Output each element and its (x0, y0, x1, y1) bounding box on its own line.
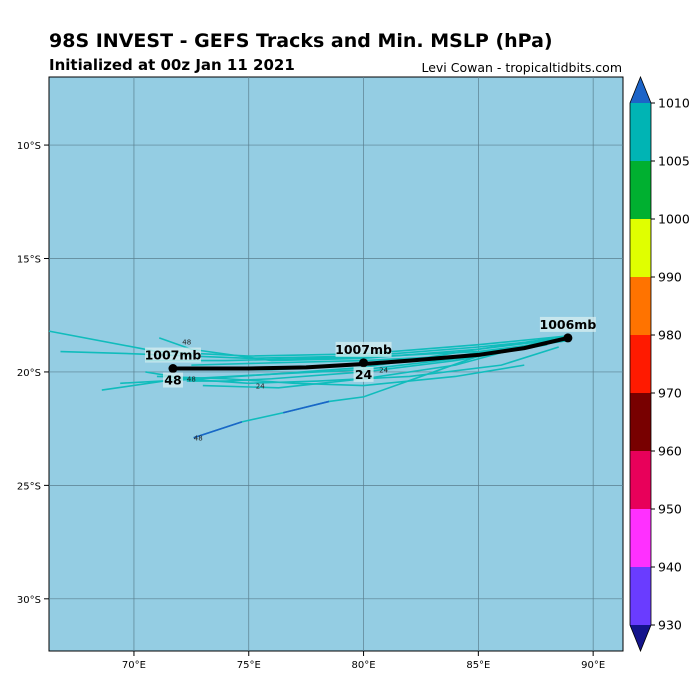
label-box (539, 316, 596, 332)
member-track-low (283, 400, 330, 414)
colorbar-tick-label: 980 (658, 328, 682, 343)
member-track (329, 355, 479, 403)
colorbar-tick-label: 970 (658, 386, 682, 401)
x-tick-label: 75°E (237, 660, 261, 671)
member-track (60, 337, 571, 360)
x-tick-label: 80°E (352, 660, 376, 671)
chart-subtitle: Initialized at 00z Jan 11 2021 (49, 56, 295, 74)
x-tick-label: 70°E (122, 660, 146, 671)
y-tick-label: 20°S (17, 368, 41, 379)
colorbar-band (630, 103, 651, 161)
hour-label: 48 (194, 435, 203, 443)
colorbar-under-triangle (630, 625, 651, 651)
hour-label: 24 (379, 367, 388, 375)
pressure-label: 1007mb (335, 342, 392, 357)
ensemble-mean-track (172, 335, 569, 371)
x-tick-label: 85°E (466, 660, 490, 671)
colorbar-band (630, 567, 651, 625)
hour-label: 24 (256, 383, 265, 391)
forecast-hour-label: 48 (164, 373, 181, 388)
colorbar-band (630, 335, 651, 393)
hour-label: 48 (187, 376, 196, 384)
y-tick-label: 30°S (17, 595, 41, 606)
label-box (162, 372, 183, 388)
colorbar-band (630, 161, 651, 219)
member-track-low (193, 421, 243, 439)
colorbar-band (630, 393, 651, 451)
mean-point (168, 364, 178, 374)
y-tick-label: 10°S (17, 141, 41, 152)
x-tick-label: 90°E (581, 660, 605, 671)
colorbar-band (630, 277, 651, 335)
colorbar-tick-label: 990 (658, 270, 682, 285)
forecast-hour-label: 24 (355, 367, 373, 382)
mean-point (563, 333, 573, 343)
colorbar-tick-label: 1000 (658, 212, 690, 227)
label-box (144, 347, 201, 363)
colorbar-tick-label: 940 (658, 560, 682, 575)
colorbar-tick-label: 1010 (658, 96, 690, 111)
label-box (335, 341, 392, 357)
mean-point (359, 358, 369, 368)
colorbar-band (630, 451, 651, 509)
member-track (145, 339, 571, 362)
member-track (48, 330, 571, 357)
member-track (120, 337, 571, 385)
colorbar-tick-label: 1005 (658, 154, 690, 169)
y-tick-label: 25°S (17, 481, 41, 492)
colorbar-over-triangle (630, 77, 651, 103)
credit: Levi Cowan - tropicaltidbits.com (421, 60, 622, 75)
pressure-label: 1007mb (145, 348, 202, 363)
hour-label: 48 (182, 338, 191, 346)
colorbar-tick-label: 930 (658, 618, 682, 633)
chart-title: 98S INVEST - GEFS Tracks and Min. MSLP (… (49, 30, 553, 52)
label-box (353, 366, 374, 382)
colorbar-tick-label: 950 (658, 502, 682, 517)
colorbar-band (630, 219, 651, 277)
colorbar-tick-label: 960 (658, 444, 682, 459)
colorbar-band (630, 509, 651, 567)
y-tick-label: 15°S (17, 255, 41, 266)
pressure-label: 1006mb (540, 317, 597, 332)
member-track (156, 364, 525, 387)
